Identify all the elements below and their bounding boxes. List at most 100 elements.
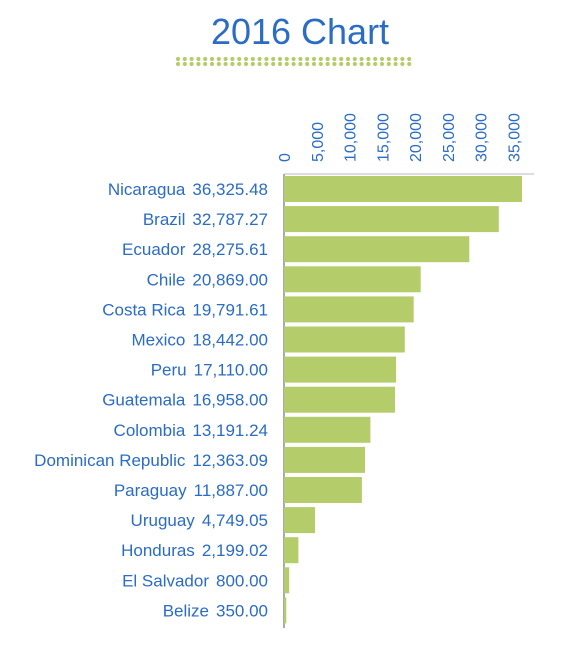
value-label: 4,749.05	[202, 511, 268, 530]
title-dot	[400, 56, 405, 62]
title-dot	[209, 56, 215, 62]
category-label: Paraguay 11,887.00	[114, 481, 268, 500]
title-dot	[291, 61, 296, 67]
bar	[284, 176, 522, 202]
category-name: Paraguay	[114, 481, 187, 500]
title-dot	[311, 61, 317, 67]
category-label: Ecuador 28,275.61	[122, 240, 268, 259]
category-name: Mexico	[132, 331, 186, 350]
title-dot	[223, 56, 228, 62]
category-name: Belize	[163, 601, 209, 620]
title-dot	[250, 56, 255, 62]
category-name: Ecuador	[122, 240, 186, 259]
title-dot	[298, 61, 303, 67]
title-dot	[345, 56, 351, 62]
category-label: Nicaragua 36,325.48	[108, 180, 268, 199]
bars	[284, 176, 522, 624]
title-dot	[373, 56, 378, 62]
title-dot	[216, 61, 221, 67]
category-label: Belize 350.00	[163, 601, 268, 620]
title-dot	[230, 56, 235, 62]
title-dot	[182, 56, 187, 62]
title-dot	[203, 61, 208, 67]
title-dot	[189, 56, 194, 62]
title-dot	[318, 61, 323, 67]
title-dot	[243, 61, 249, 67]
title-dot	[407, 61, 412, 67]
title-dot	[182, 61, 187, 67]
bar	[284, 386, 396, 413]
bar	[284, 296, 414, 323]
title-dot	[393, 56, 398, 62]
title-dot	[237, 56, 242, 62]
bar	[284, 326, 405, 353]
x-tick-label: 5,000	[310, 122, 327, 162]
title-dot	[407, 56, 412, 62]
category-name: Peru	[151, 361, 187, 380]
title-dot	[386, 56, 391, 62]
bar	[284, 537, 299, 564]
value-label: 800.00	[216, 571, 268, 590]
category-name: Uruguay	[131, 511, 196, 530]
category-label: El Salvador 800.00	[122, 571, 268, 590]
title-dot	[311, 56, 317, 62]
x-tick-label: 30,000	[474, 113, 491, 162]
title-dot	[243, 56, 249, 62]
row-labels: Nicaragua 36,325.48 Brazil 32,787.27 Ecuador…	[34, 180, 268, 620]
x-tick-label: 35,000	[506, 113, 523, 162]
title-dot	[318, 56, 323, 62]
title-dot	[277, 56, 283, 62]
title-dot	[250, 61, 255, 67]
category-name: Guatemala	[102, 391, 186, 410]
x-tick-label: 25,000	[441, 113, 458, 162]
title-dot	[339, 56, 344, 62]
title-dot	[379, 56, 385, 62]
title-dot	[359, 56, 364, 62]
title-dot	[305, 56, 310, 62]
chart-title: 2016 Chart	[211, 11, 389, 52]
title-dot	[345, 61, 351, 67]
value-label: 20,869.00	[192, 270, 268, 289]
category-name: Nicaragua	[108, 180, 186, 199]
category-name: Brazil	[143, 210, 186, 229]
title-dot	[393, 61, 398, 67]
category-label: Dominican Republic 12,363.09	[34, 451, 268, 470]
category-label: Costa Rica 19,791.61	[102, 300, 268, 319]
value-label: 13,191.24	[192, 421, 268, 440]
bar	[284, 236, 470, 263]
value-label: 16,958.00	[192, 391, 268, 410]
title-dot	[196, 56, 201, 62]
title-dot	[203, 56, 208, 62]
title-dot	[277, 61, 283, 67]
bar	[284, 356, 397, 383]
title-dot	[379, 61, 385, 67]
title-dots-divider	[175, 56, 412, 67]
x-tick-label: 20,000	[408, 113, 425, 162]
title-dot	[209, 61, 215, 67]
title-dot	[271, 56, 276, 62]
bar	[284, 206, 499, 233]
title-dot	[352, 61, 357, 67]
title-dot	[291, 56, 296, 62]
title-dot	[359, 61, 364, 67]
title-dot	[264, 56, 269, 62]
category-name: El Salvador	[122, 571, 209, 590]
category-label: Colombia 13,191.24	[114, 421, 268, 440]
category-name: Colombia	[114, 421, 186, 440]
category-label: Peru 17,110.00	[151, 361, 268, 380]
value-label: 11,887.00	[194, 481, 268, 500]
x-tick-label: 15,000	[375, 113, 392, 162]
title-dot	[264, 61, 269, 67]
value-label: 36,325.48	[192, 180, 268, 199]
title-dot	[196, 61, 201, 67]
title-dot	[257, 61, 262, 67]
title-dot	[284, 56, 289, 62]
title-dot	[325, 56, 330, 62]
bar	[284, 597, 287, 624]
title-dot	[271, 61, 276, 67]
title-dot	[305, 61, 310, 67]
title-dot	[175, 56, 181, 62]
category-label: Chile 20,869.00	[147, 270, 268, 289]
category-label: Mexico 18,442.00	[132, 331, 269, 350]
